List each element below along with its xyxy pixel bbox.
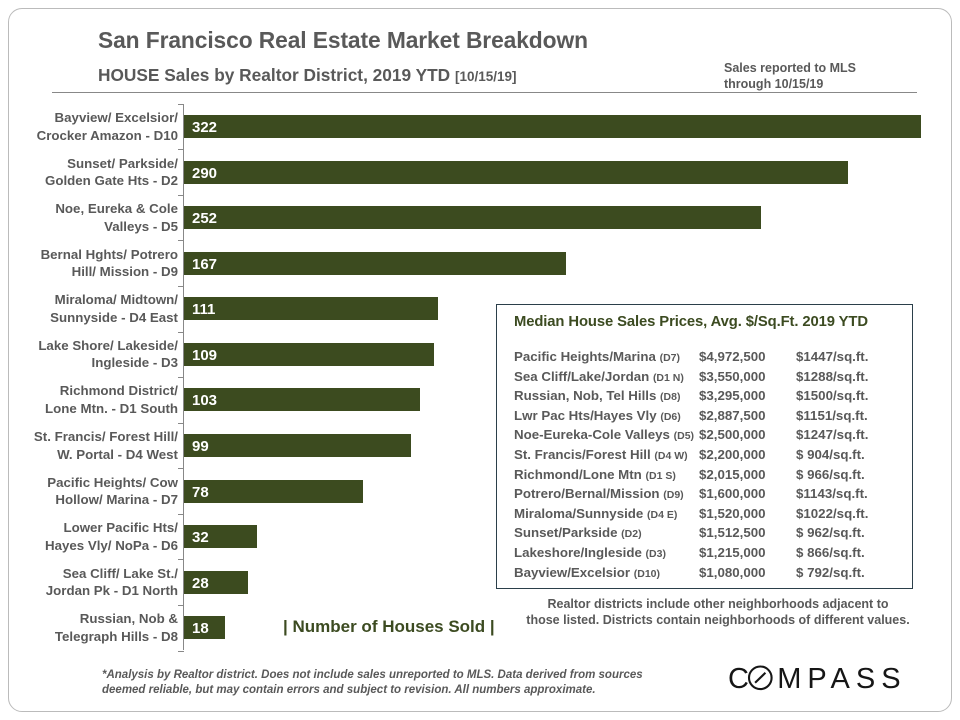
svg-text:MPASS: MPASS <box>777 663 906 695</box>
svg-text:C: C <box>728 663 755 695</box>
